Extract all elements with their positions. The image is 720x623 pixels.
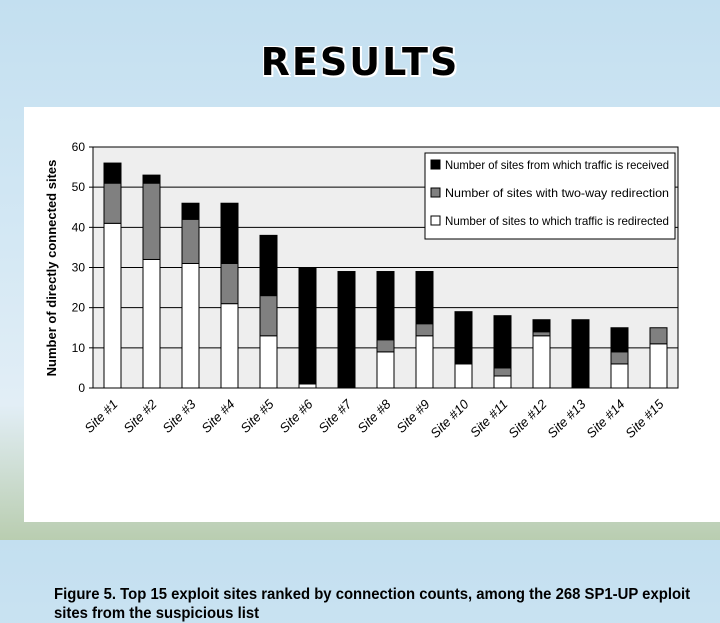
bars [103, 162, 668, 389]
bar-segment [181, 262, 200, 389]
bar-segment [649, 343, 668, 389]
bar-segment [142, 258, 161, 389]
bar-segment [376, 351, 395, 389]
bar-segment [259, 295, 278, 337]
bar-segment [532, 335, 551, 389]
bar-segment [610, 363, 629, 389]
y-tick-label: 30 [72, 261, 86, 275]
bar-segment [376, 339, 395, 353]
x-tick-label: Site #12 [505, 396, 550, 441]
y-tick-label: 50 [72, 180, 86, 194]
bar-segment [181, 202, 200, 220]
y-tick-label: 60 [72, 140, 86, 154]
bar-segment [610, 351, 629, 365]
bar-segment [298, 383, 317, 389]
bar-segment [298, 267, 317, 385]
legend: Number of sites from which traffic is re… [424, 152, 676, 240]
x-tick-label: Site #8 [354, 396, 394, 436]
x-tick-label: Site #2 [120, 396, 160, 436]
x-tick-label: Site #15 [622, 396, 667, 441]
bar-segment [532, 319, 551, 333]
bar-segment [415, 271, 434, 325]
x-tick-label: Site #7 [315, 396, 355, 436]
x-tick-label: Site #11 [467, 397, 511, 441]
figure-caption: Figure 5. Top 15 exploit sites ranked by… [54, 586, 691, 622]
x-tick-label: Site #6 [276, 396, 316, 436]
x-axis-ticks: Site #1 Site #2 Site #3 Site #4 Site #5 Site … [81, 396, 667, 441]
bar-segment [454, 311, 473, 365]
bar-segment [493, 315, 512, 369]
y-tick-label: 20 [72, 301, 86, 315]
x-tick-label: Site #3 [159, 396, 199, 436]
y-axis-ticks: 0 10 20 30 40 50 60 [72, 140, 93, 395]
x-tick-label: Site #14 [583, 397, 627, 441]
legend-box [424, 152, 676, 240]
legend-swatch [430, 215, 441, 226]
bar-segment [103, 222, 122, 389]
legend-swatch [430, 187, 441, 198]
bar-segment [181, 218, 200, 264]
bar-segment [103, 162, 122, 184]
y-tick-label: 10 [72, 341, 86, 355]
bar-segment [532, 331, 551, 337]
bar-segment [610, 327, 629, 353]
bar-segment [220, 202, 239, 264]
x-tick-label: Site #5 [237, 396, 277, 436]
legend-label: Number of sites from which traffic is re… [445, 158, 669, 172]
bar-segment [571, 319, 590, 389]
bar-segment [259, 234, 278, 297]
slide-title: RESULTS [260, 40, 460, 84]
bar-segment [142, 174, 161, 184]
bar-segment [649, 327, 668, 345]
bar-segment [337, 271, 356, 389]
x-tick-label: Site #10 [427, 396, 472, 441]
bar-segment [259, 335, 278, 389]
x-tick-label: Site #1 [81, 397, 120, 436]
bar-segment [220, 262, 239, 305]
x-tick-label: Site #4 [198, 397, 237, 436]
bar-segment [454, 363, 473, 389]
x-tick-label: Site #13 [544, 396, 589, 441]
legend-label: Number of sites to which traffic is redi… [445, 214, 669, 228]
bar-segment [493, 367, 512, 377]
bar-segment [493, 375, 512, 389]
legend-label: Number of sites with two-way redirection [445, 186, 669, 200]
y-tick-label: 0 [78, 381, 85, 395]
bar-segment [415, 323, 434, 337]
y-tick-label: 40 [72, 220, 86, 234]
bar-segment [103, 182, 122, 224]
y-axis-title: Number of directly connected sites [44, 160, 59, 377]
bar-segment [376, 271, 395, 341]
legend-swatch [430, 159, 441, 170]
bar-segment [142, 182, 161, 260]
bar-segment [415, 335, 434, 389]
figure-panel: 0 10 20 30 40 50 60 Site #1 Site #2 Site #3 Site … [24, 107, 720, 622]
bar-segment [220, 303, 239, 389]
